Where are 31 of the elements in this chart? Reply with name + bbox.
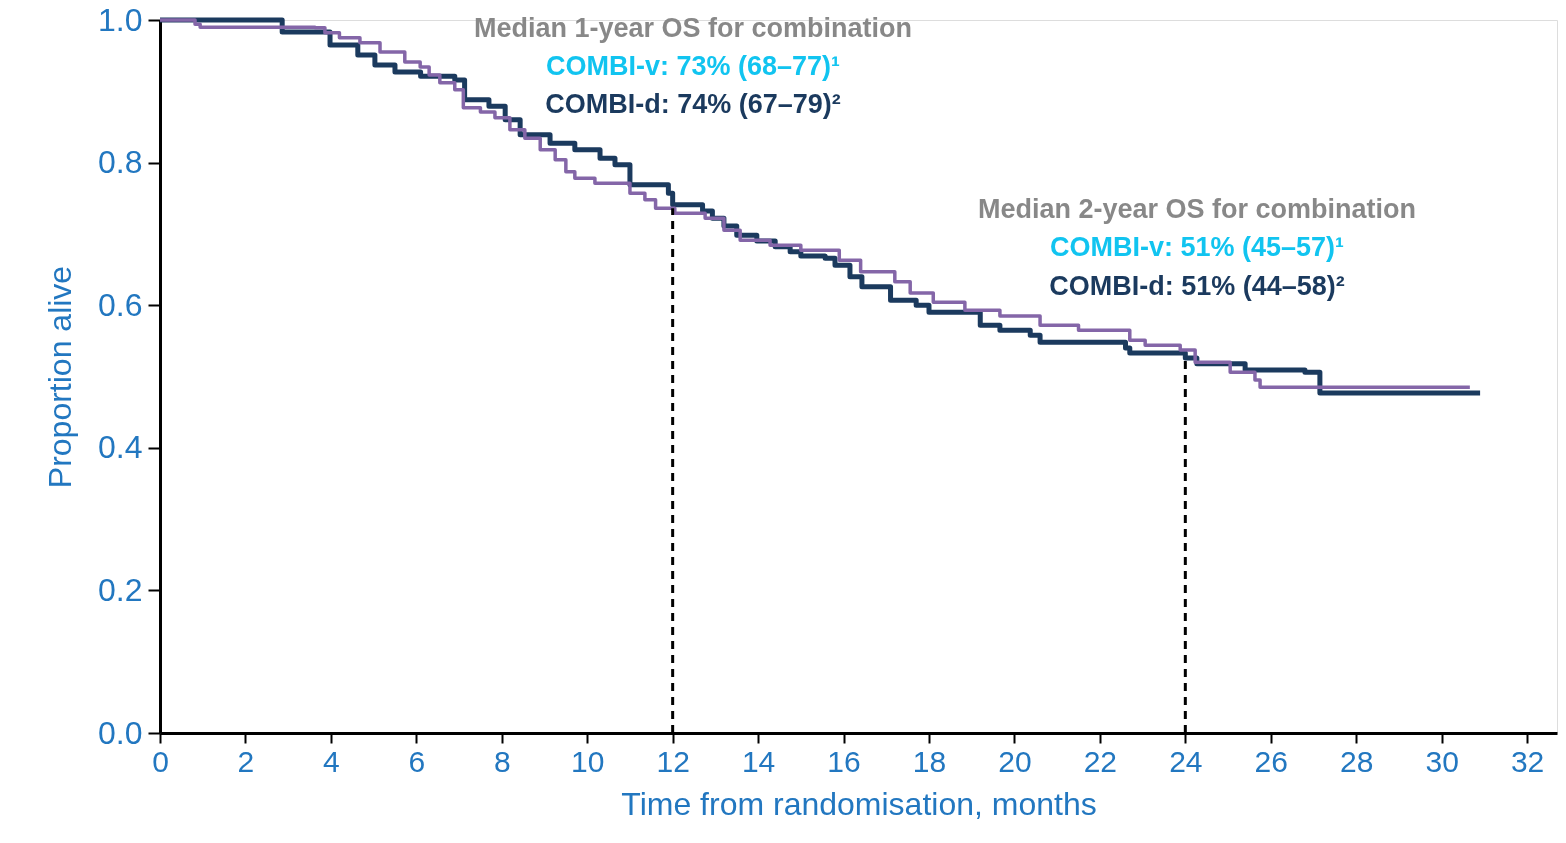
x-tick-label: 4 — [323, 744, 340, 778]
x-tick-label: 30 — [1425, 744, 1459, 778]
y-tick-label: 0.4 — [98, 429, 143, 466]
x-tick-label: 0 — [152, 744, 169, 778]
y-tick-label: 1.0 — [98, 1, 143, 38]
x-tick-label: 18 — [912, 744, 947, 778]
x-tick-label: 26 — [1254, 744, 1288, 778]
y-tick-label: 0.6 — [98, 286, 143, 323]
x-tick-label: 16 — [827, 744, 861, 778]
x-tick-label: 22 — [1083, 744, 1118, 778]
x-tick-label: 10 — [571, 744, 605, 778]
x-tick-label: 20 — [998, 744, 1032, 778]
annotation: COMBI-v: 73% (68–77)¹ — [545, 51, 841, 81]
y-tick-label: 0.0 — [98, 714, 143, 751]
y-tick-label: 0.8 — [98, 144, 143, 181]
annotation: COMBI-d: 74% (67–79)² — [545, 89, 841, 119]
x-tick-label: 2 — [237, 744, 255, 778]
y-axis-title: Proportion alive — [42, 265, 79, 489]
x-tick-label: 32 — [1510, 744, 1545, 778]
x-tick-label: 6 — [408, 744, 426, 778]
annotation: COMBI-d: 51% (44–58)² — [1049, 271, 1345, 301]
x-tick-label: 12 — [656, 744, 690, 778]
x-tick-label: 24 — [1169, 744, 1203, 778]
x-tick-label: 28 — [1340, 744, 1374, 778]
annotation: COMBI-v: 51% (45–57)¹ — [1049, 232, 1345, 262]
x-axis-title: Time from randomisation, months — [621, 785, 1097, 822]
x-tick-label: 8 — [493, 744, 511, 778]
x-tick-label: 14 — [741, 744, 776, 778]
annotation: Median 1-year OS for combination — [473, 13, 913, 43]
y-tick-label: 0.2 — [98, 571, 143, 608]
annotation: Median 2-year OS for combination — [977, 194, 1417, 224]
